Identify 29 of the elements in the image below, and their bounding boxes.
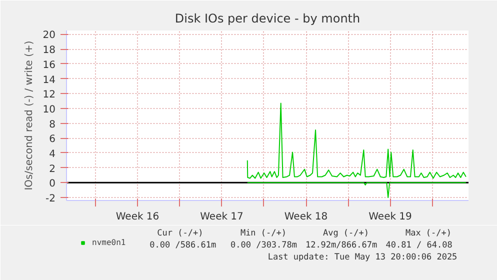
y-tick-label: 18 xyxy=(42,45,56,56)
y-tick-label: 2 xyxy=(49,164,56,175)
text: 12.92m/866.67m xyxy=(305,240,378,250)
y-tick-label: -2 xyxy=(46,194,56,205)
y-tick-label: 10 xyxy=(42,104,56,116)
text: Last update: Tue May 13 20:00:06 2025 xyxy=(268,252,458,262)
y-tick-label: 0 xyxy=(49,178,56,190)
text: 40.81 / 64.08 xyxy=(386,240,452,250)
y-tick-label: 20 xyxy=(42,30,56,42)
text: 0.00 /303.78m xyxy=(230,240,298,250)
y-tick-label: 16 xyxy=(42,60,56,71)
x-tick-label: Week 18 xyxy=(284,212,328,222)
line-series xyxy=(246,102,466,179)
chart-title: Disk IOs per device - by month xyxy=(174,12,360,26)
y-tick-label: 6 xyxy=(49,134,56,146)
legend-label: nvme0n1 xyxy=(92,238,126,247)
text: 0.00 /586.61m xyxy=(150,240,216,250)
x-tick-label: Week 17 xyxy=(200,212,244,222)
y-tick-label: 12 xyxy=(42,90,56,101)
text: Min (-/+) xyxy=(240,228,287,238)
text: Max (-/+) xyxy=(405,228,452,238)
y-tick-label: 14 xyxy=(42,74,56,86)
text: Cur (-/+) xyxy=(157,228,204,238)
text: Avg (-/+) xyxy=(322,228,370,238)
x-tick-label: Week 19 xyxy=(368,212,412,222)
x-tick-label: Week 16 xyxy=(116,212,160,222)
y-axis-title: IOs/second read (-) / write (+) xyxy=(24,40,35,190)
y-tick-label: 4 xyxy=(49,148,56,160)
y-tick-label: 8 xyxy=(49,119,56,130)
